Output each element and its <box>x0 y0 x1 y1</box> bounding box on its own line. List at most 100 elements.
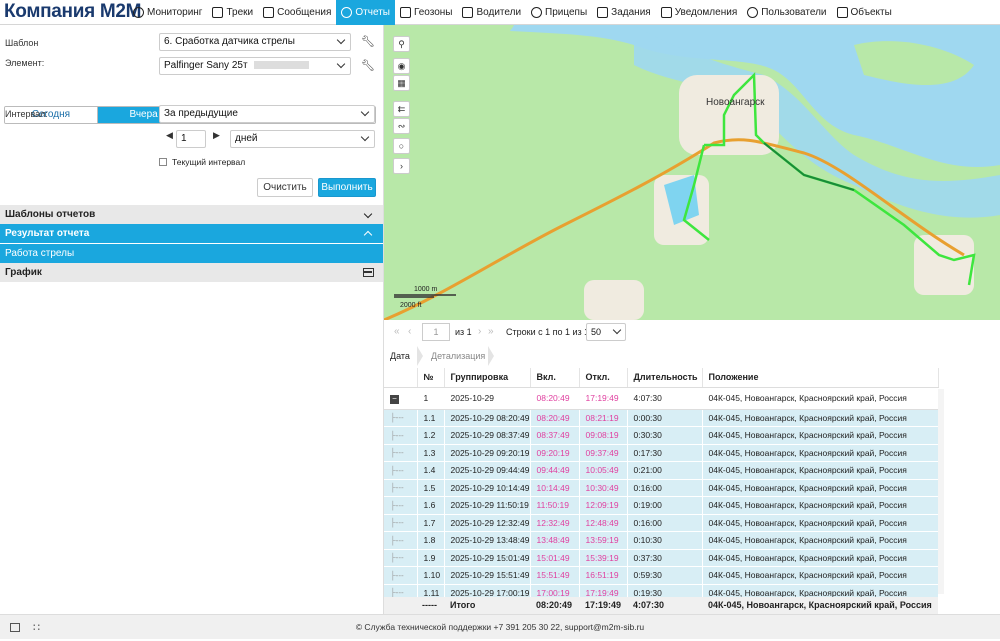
first-page-icon[interactable]: « <box>394 326 400 337</box>
search-icon[interactable]: ⚲ <box>393 36 410 52</box>
report-result-panel[interactable]: Результат отчета <box>0 224 383 243</box>
brand-logo: Компания M2M <box>4 1 142 22</box>
table-row[interactable]: ├--- 1.2 2025-10-29 08:37:49 08:37:49 09:08:… <box>384 426 939 445</box>
eye-icon[interactable]: ◉ <box>393 58 410 74</box>
row-location: 04К-045, Новоангарск, Красноярский край,… <box>702 409 939 427</box>
trailer-icon <box>531 6 543 18</box>
report-table: № Группировка Вкл. Откл. Длительность По… <box>384 368 1000 614</box>
crumb-date[interactable]: Дата <box>390 351 410 361</box>
row-duration: 0:00:30 <box>627 409 703 427</box>
table-scrollbar[interactable] <box>938 389 944 594</box>
run-button[interactable]: Выполнить <box>318 178 376 197</box>
header-location[interactable]: Положение <box>702 368 939 388</box>
page-input[interactable]: 1 <box>422 323 450 341</box>
table-row[interactable]: ├--- 1.10 2025-10-29 15:51:49 15:51:49 16:51… <box>384 566 939 585</box>
nav-item-1[interactable]: Треки <box>207 0 258 25</box>
unit-select[interactable]: дней <box>230 130 375 148</box>
header-number[interactable]: № <box>417 368 445 388</box>
nav-item-4[interactable]: Геозоны <box>395 0 458 25</box>
expand-icon[interactable]: › <box>393 158 410 174</box>
decrement-icon[interactable]: ◀ <box>166 130 173 140</box>
total-on: 08:20:49 <box>536 600 573 610</box>
last-page-icon[interactable]: » <box>488 326 494 337</box>
wrench-icon[interactable]: 🔧︎ <box>361 60 375 72</box>
period-tab-0[interactable]: Сегодня <box>5 107 98 123</box>
row-group: 2025-10-29 09:20:19 <box>444 444 531 462</box>
nav-label: Отчеты <box>355 6 390 18</box>
current-interval-checkbox[interactable] <box>159 158 167 166</box>
nav-item-8[interactable]: Уведомления <box>656 0 743 25</box>
row-group: 2025-10-29 08:37:49 <box>444 426 531 445</box>
nav-item-9[interactable]: Пользователи <box>742 0 831 25</box>
chevron-up-icon <box>363 230 373 240</box>
table-row[interactable]: ├--- 1.5 2025-10-29 10:14:49 10:14:49 10:30:… <box>384 479 939 497</box>
table-row[interactable]: ├--- 1.9 2025-10-29 15:01:49 15:01:49 15:39:… <box>384 549 939 567</box>
row-location: 04К-045, Новоангарск, Красноярский край,… <box>702 444 939 462</box>
map-view[interactable]: Новоангарск 1000 m 2000 ft <box>384 25 1000 320</box>
nav-item-6[interactable]: Прицепы <box>526 0 592 25</box>
row-group: 2025-10-29 15:01:49 <box>444 549 531 567</box>
table-row[interactable]: ├--- 1.3 2025-10-29 09:20:19 09:20:19 09:37:… <box>384 444 939 462</box>
row-number: 1.5 <box>417 479 445 497</box>
table-row[interactable]: ├--- 1.4 2025-10-29 09:44:49 09:44:49 10:05:… <box>384 461 939 480</box>
total-location: 04К-045, Новоангарск, Красноярский край,… <box>708 600 932 610</box>
table-row[interactable]: ├--- 1.7 2025-10-29 12:32:49 12:32:49 12:48:… <box>384 514 939 532</box>
panel-toggle-icon[interactable] <box>363 268 374 277</box>
row-off: 10:05:49 <box>579 461 628 480</box>
user-icon <box>747 6 759 18</box>
sidebar-toggle-icon[interactable] <box>10 623 20 632</box>
row-location: 04К-045, Новоангарск, Красноярский край,… <box>702 461 939 480</box>
nav-item-5[interactable]: Водители <box>457 0 526 25</box>
steering-wheel-icon <box>462 6 474 18</box>
nav-item-7[interactable]: Задания <box>592 0 656 25</box>
nodes-icon[interactable]: ○ <box>393 138 410 154</box>
nav-label: Объекты <box>850 6 892 18</box>
crumb-details[interactable]: Детализация <box>431 351 486 361</box>
nav-item-10[interactable]: Объекты <box>832 0 897 25</box>
row-group: 2025-10-29 <box>444 387 531 410</box>
table-row[interactable]: ├--- 1.1 2025-10-29 08:20:49 08:20:49 08:21:… <box>384 409 939 427</box>
chart-panel[interactable]: График <box>0 263 383 282</box>
header-group[interactable]: Группировка <box>444 368 531 388</box>
interval-select[interactable]: За предыдущие <box>159 105 375 123</box>
grid-icon[interactable]: ∷ <box>33 622 40 634</box>
nav-item-0[interactable]: Мониторинг <box>128 0 207 25</box>
row-on: 08:20:49 <box>530 387 580 410</box>
clear-button[interactable]: Очистить <box>257 178 313 197</box>
table-row[interactable]: ├--- 1.6 2025-10-29 11:50:19 11:50:19 12:09:… <box>384 496 939 515</box>
map-layers-icon[interactable]: ▦ <box>393 75 410 91</box>
increment-icon[interactable]: ▶ <box>213 130 220 140</box>
route-icon[interactable]: ∾ <box>393 118 410 134</box>
nav-label: Мониторинг <box>147 6 203 18</box>
boom-work-item[interactable]: Работа стрелы <box>0 244 383 263</box>
template-select[interactable]: 6. Сработка датчика стрелы <box>159 33 351 51</box>
chevron-down-icon <box>363 209 373 219</box>
tree-line-icon: ├--- <box>384 444 418 462</box>
footer: ∷ © Служба технической поддержки +7 391 … <box>0 614 1000 639</box>
wrench-icon[interactable]: 🔧︎ <box>361 36 375 48</box>
template-value: 6. Сработка датчика стрелы <box>164 36 295 47</box>
row-number: 1.4 <box>417 461 445 480</box>
table-row[interactable]: − 1 2025-10-29 08:20:49 17:19:49 4:07:30… <box>384 387 939 410</box>
count-input[interactable]: 1 <box>176 130 206 148</box>
alarm-icon <box>660 6 672 18</box>
header-duration[interactable]: Длительность <box>627 368 703 388</box>
page-count: из 1 <box>455 327 472 337</box>
nav-item-2[interactable]: Сообщения <box>258 0 336 25</box>
header-off[interactable]: Откл. <box>579 368 628 388</box>
table-row[interactable]: ├--- 1.8 2025-10-29 13:48:49 13:48:49 13:59:… <box>384 531 939 550</box>
chevron-down-icon <box>360 132 370 142</box>
row-duration: 0:21:00 <box>627 461 703 480</box>
report-templates-panel[interactable]: Шаблоны отчетов <box>0 205 383 224</box>
header-on[interactable]: Вкл. <box>530 368 580 388</box>
prev-page-icon[interactable]: ‹ <box>408 326 412 337</box>
per-page-select[interactable]: 50 <box>586 323 626 341</box>
nav-item-3[interactable]: Отчеты <box>336 0 395 25</box>
row-location: 04К-045, Новоангарск, Красноярский край,… <box>702 549 939 567</box>
element-select[interactable]: Palfinger Sany 25т <box>159 57 351 75</box>
tree-line-icon: ├--- <box>384 531 418 550</box>
row-off: 09:37:49 <box>579 444 628 462</box>
collapse-icon[interactable]: − <box>384 387 418 410</box>
next-page-icon[interactable]: › <box>478 326 482 337</box>
ruler-icon[interactable]: ⇇ <box>393 101 410 117</box>
